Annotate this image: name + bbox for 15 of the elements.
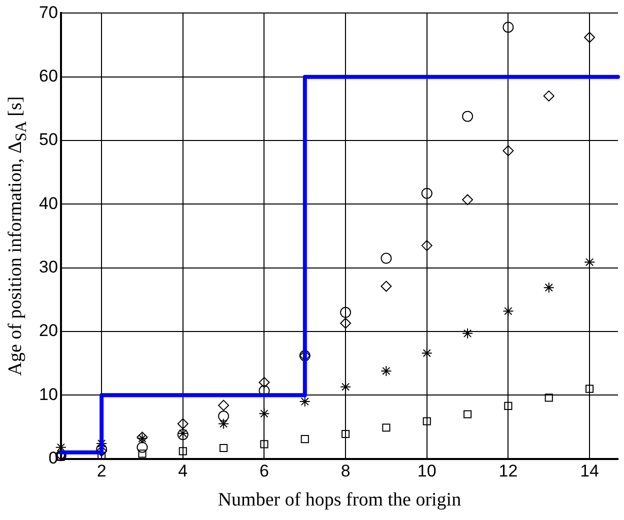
y-tick-label: 30	[38, 258, 58, 277]
x-tick-label: 8	[340, 462, 350, 481]
x-tick-label: 12	[498, 462, 518, 481]
x-tick-label: 10	[417, 462, 436, 481]
x-tick-label: 2	[96, 462, 106, 481]
y-tick-label: 20	[38, 321, 58, 340]
x-tick-label: 14	[580, 462, 599, 481]
x-axis-title: Number of hops from the origin	[218, 490, 462, 511]
y-tick-label: 40	[38, 194, 58, 213]
x-tick-label: 4	[178, 462, 188, 481]
x-tick-label: 6	[259, 462, 269, 481]
y-tick-label: 60	[38, 66, 58, 86]
y-tick-label: 10	[38, 384, 58, 404]
y-tick-label: 70	[38, 2, 58, 22]
y-tick-label: 50	[38, 130, 58, 150]
